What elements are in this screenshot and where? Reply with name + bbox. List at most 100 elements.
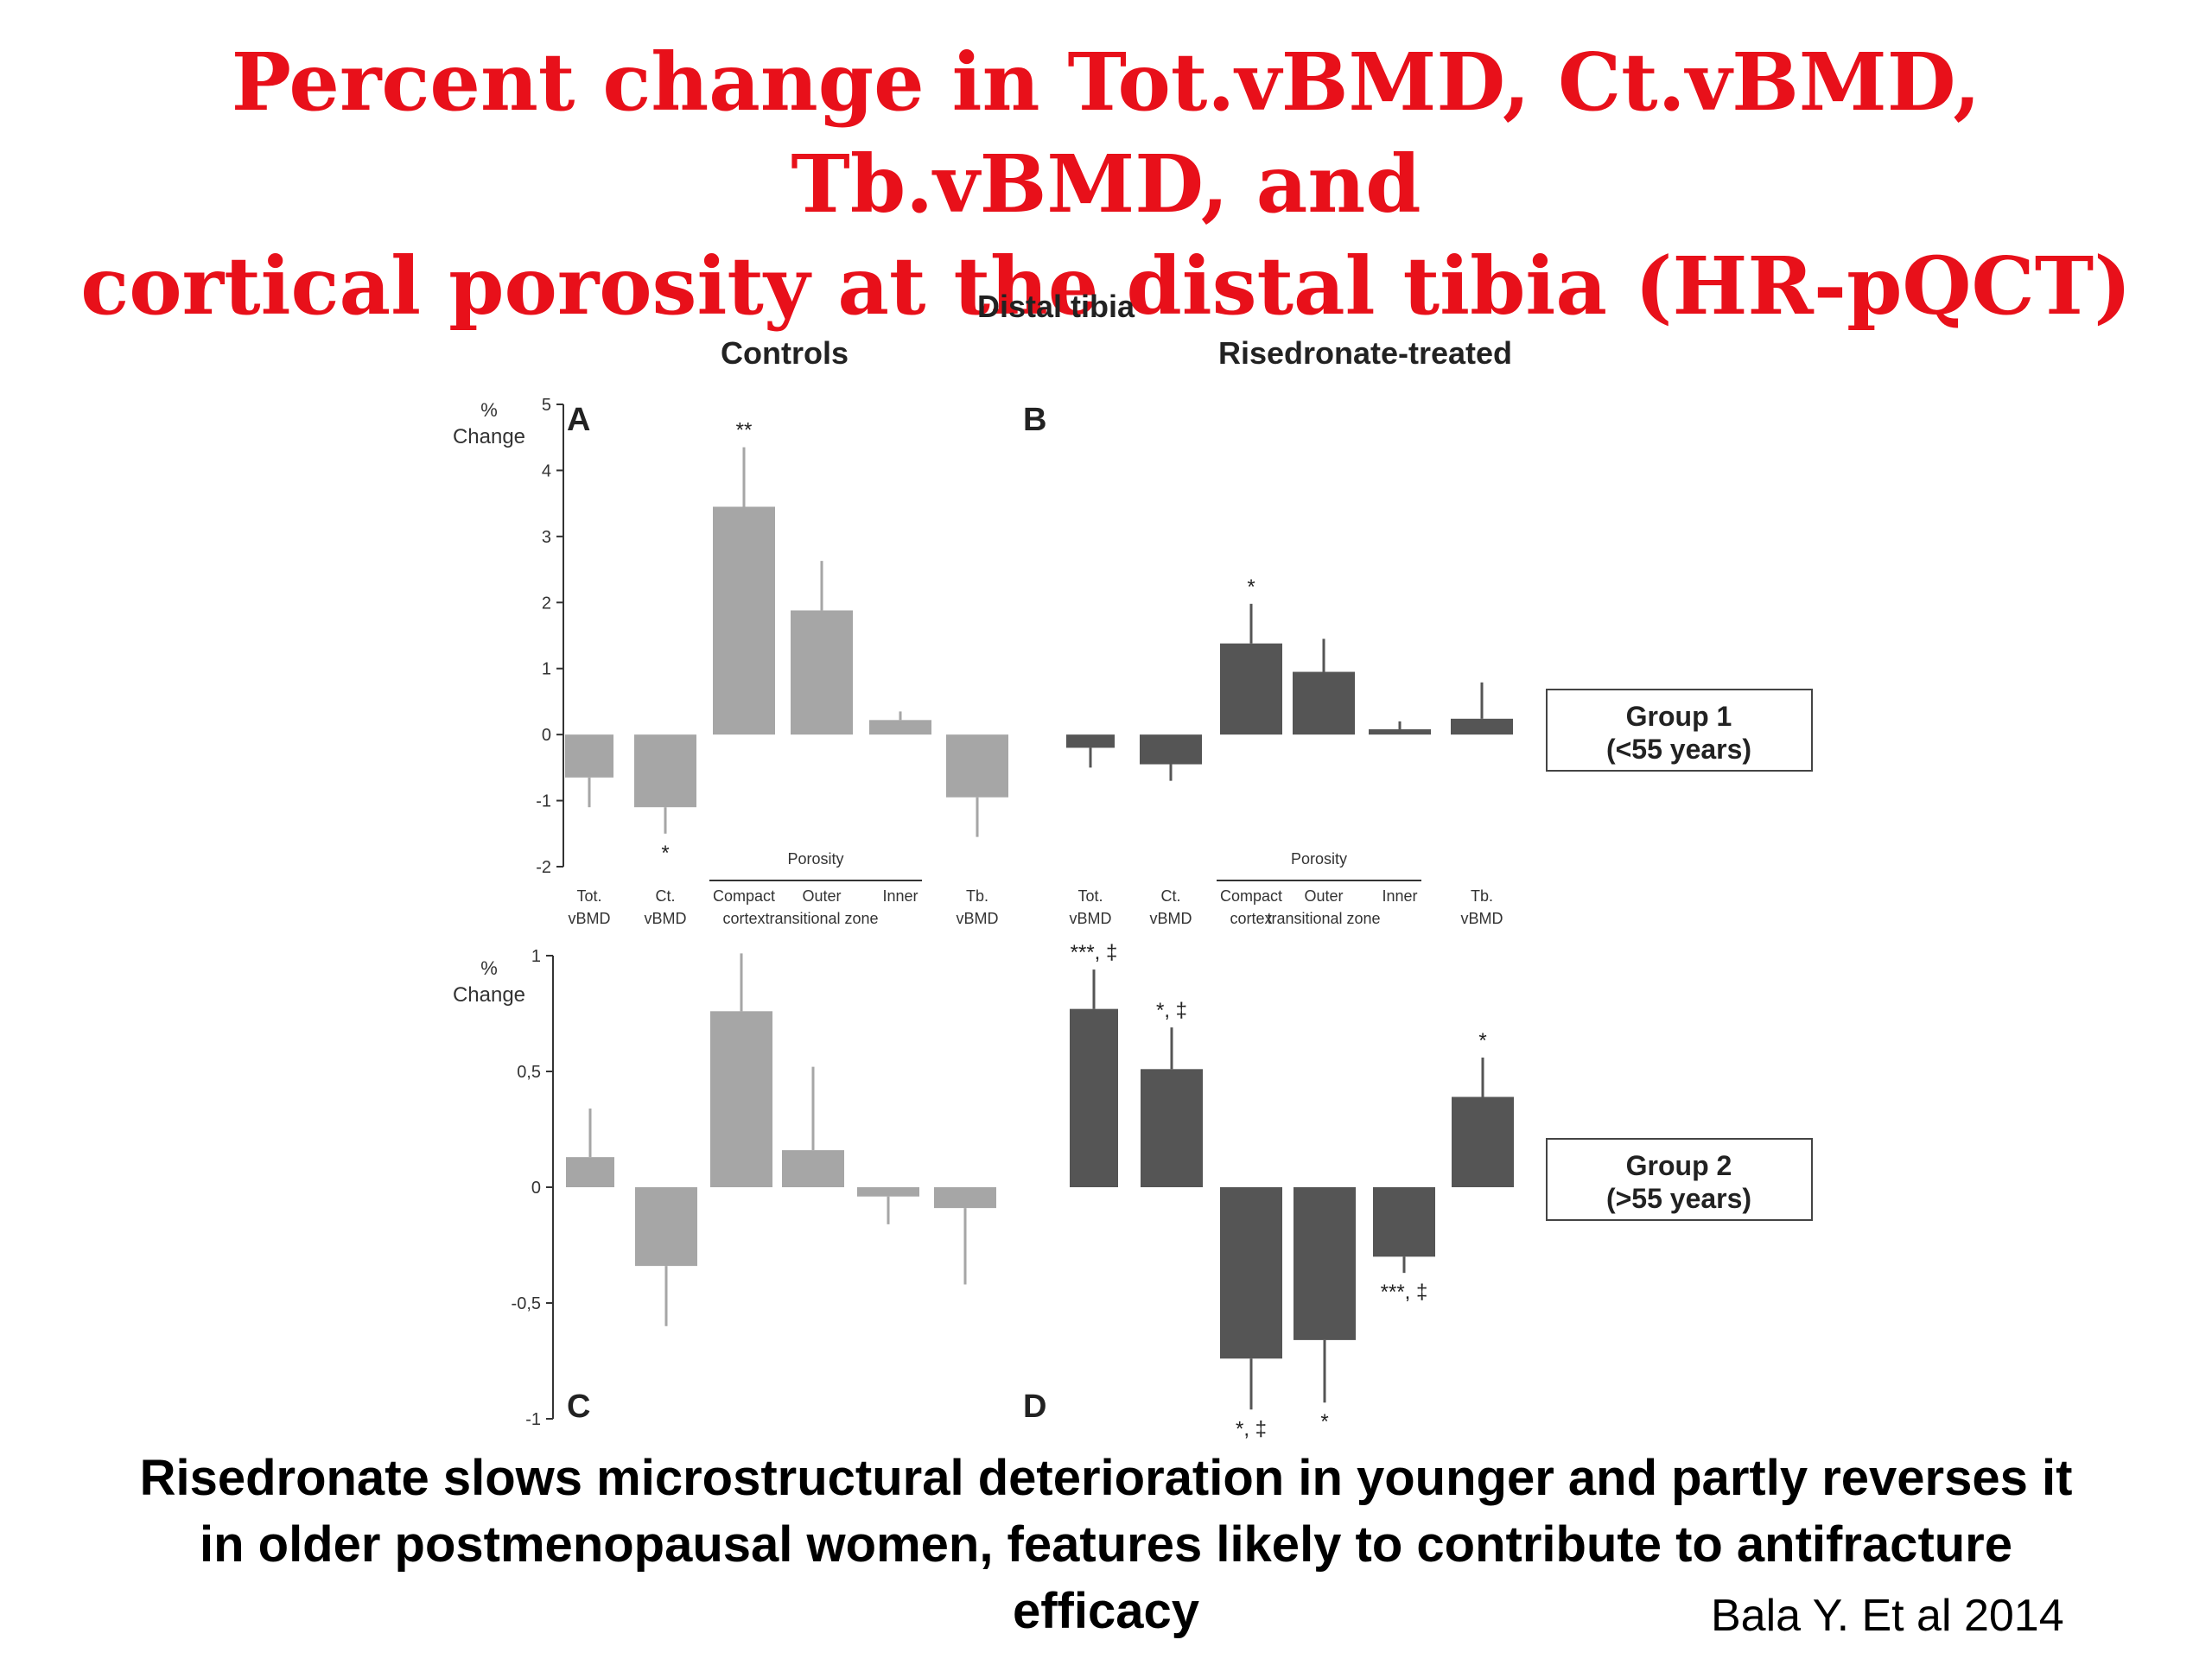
category-label: Tot. <box>1077 887 1103 905</box>
slide-caption: Risedronate slows microstructural deteri… <box>35 1445 2177 1644</box>
y-tick-label: 4 <box>542 461 551 480</box>
bar <box>946 734 1008 798</box>
y-axis-label-change: Change <box>453 983 525 1007</box>
bar <box>1140 734 1202 765</box>
category-label: Outer <box>802 887 841 905</box>
bar <box>566 1157 614 1187</box>
bar <box>1451 718 1513 735</box>
bar <box>934 1187 996 1209</box>
category-label: Inner <box>1382 887 1417 905</box>
panel-label-d: D <box>1023 1389 1046 1425</box>
group-box-2: Group 2 (>55 years) <box>1546 1138 1813 1221</box>
bar <box>1373 1187 1435 1257</box>
panel-label-a: A <box>567 402 590 438</box>
panel-c: C -1 -0,5 0 0,5 1% Change <box>453 947 996 1429</box>
y-tick-label: -0,5 <box>512 1294 541 1313</box>
bar <box>1294 1187 1356 1340</box>
column-title-controls: Controls <box>721 335 849 371</box>
group-box-1-line-2: (<55 years) <box>1606 734 1751 765</box>
porosity-label: Porosity <box>1291 850 1347 868</box>
group-box-2-line-2: (>55 years) <box>1606 1183 1751 1214</box>
category-label-line-2: transitional zone <box>1267 910 1380 927</box>
y-axis-label-percent: % <box>480 957 498 979</box>
y-tick-label: 5 <box>542 396 551 415</box>
citation: Bala Y. Et al 2014 <box>1711 1591 2064 1641</box>
category-label-line-2: cortex <box>1230 910 1272 927</box>
bar <box>713 506 775 735</box>
significance-annotation: * <box>661 842 669 865</box>
y-tick-label: 0 <box>531 1179 541 1198</box>
category-label: Tb. <box>1471 887 1493 905</box>
bar <box>565 734 613 778</box>
slide-title-line-1: Percent change in Tot.vBMD, Ct.vBMD, Tb.… <box>231 35 1981 231</box>
y-tick-label: 1 <box>542 660 551 679</box>
bar <box>1220 1187 1282 1359</box>
y-tick-label: -1 <box>536 792 551 811</box>
category-label-line-2: vBMD <box>569 910 611 927</box>
category-label-line-2: cortex <box>722 910 765 927</box>
bar <box>710 1011 772 1187</box>
category-label-line-2: vBMD <box>957 910 999 927</box>
category-label-line-2: vBMD <box>645 910 687 927</box>
bar <box>634 734 696 808</box>
bar <box>869 720 931 735</box>
category-label-line-2: transitional zone <box>765 910 878 927</box>
group-box-1: Group 1 (<55 years) <box>1546 689 1813 772</box>
group-box-1-line-1: Group 1 <box>1626 701 1732 732</box>
category-label-line-2: vBMD <box>1070 910 1112 927</box>
y-axis-label-change: Change <box>453 425 525 448</box>
y-tick-label: 1 <box>531 947 541 966</box>
significance-annotation: * <box>1247 575 1255 599</box>
significance-annotation: *, ‡ <box>1156 999 1187 1022</box>
significance-annotation: ***, ‡ <box>1071 941 1118 964</box>
bar <box>791 610 853 735</box>
category-label: Outer <box>1304 887 1343 905</box>
category-label: Compact <box>1220 887 1282 905</box>
panel-label-b: B <box>1023 402 1046 438</box>
caption-line-2: in older postmenopausal women, features … <box>199 1516 2013 1573</box>
bar <box>1070 1008 1118 1187</box>
category-label: Tb. <box>966 887 988 905</box>
significance-annotation: ***, ‡ <box>1381 1281 1428 1304</box>
category-label: Compact <box>713 887 775 905</box>
category-label-line-2: vBMD <box>1461 910 1503 927</box>
significance-annotation: ** <box>736 419 753 442</box>
slide-title-line-2: cortical porosity at the distal tibia (H… <box>80 239 2132 333</box>
column-title-treated: Risedronate-treated <box>1218 335 1512 371</box>
y-tick-label: 0,5 <box>517 1063 541 1082</box>
bar <box>1220 643 1282 735</box>
figure-main-title: Distal tibia <box>977 289 1135 324</box>
bar <box>635 1187 697 1267</box>
y-tick-label: 3 <box>542 528 551 547</box>
panel-b: B * Tot. vBMD Ct. vBMD Compact cortex Outer trans… <box>1023 402 1513 927</box>
caption-line-3: efficacy <box>1012 1583 1200 1639</box>
panel-d: D ***, ‡ *, ‡ *, ‡ * ***, ‡ * <box>1023 941 1514 1440</box>
y-tick-label: -2 <box>536 858 551 877</box>
panel-a: A-2-1012345%Change***Tot.vBMDCt.vBMDComp… <box>453 396 1008 927</box>
y-tick-label: 2 <box>542 594 551 613</box>
category-label: Ct. <box>655 887 675 905</box>
bar <box>1293 671 1355 735</box>
panel-label-c: C <box>567 1389 590 1425</box>
significance-annotation: * <box>1320 1410 1328 1433</box>
bar <box>782 1150 844 1187</box>
group-box-2-line-1: Group 2 <box>1626 1150 1732 1181</box>
y-axis-label-percent: % <box>480 399 498 421</box>
category-label: Ct. <box>1160 887 1180 905</box>
y-tick-label: -1 <box>525 1410 541 1429</box>
porosity-label: Porosity <box>787 850 843 868</box>
category-label: Tot. <box>576 887 601 905</box>
caption-line-1: Risedronate slows microstructural deteri… <box>139 1450 2073 1506</box>
category-label: Inner <box>882 887 918 905</box>
bar <box>1452 1096 1514 1187</box>
category-label-line-2: vBMD <box>1150 910 1192 927</box>
bar <box>1369 729 1431 735</box>
significance-annotation: * <box>1478 1029 1486 1052</box>
bar <box>857 1187 919 1197</box>
bar <box>1141 1069 1203 1187</box>
significance-annotation: *, ‡ <box>1236 1417 1267 1440</box>
slide-title: Percent change in Tot.vBMD, Ct.vBMD, Tb.… <box>0 31 2212 337</box>
y-tick-label: 0 <box>542 726 551 745</box>
